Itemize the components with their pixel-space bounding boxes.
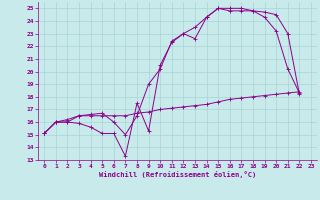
X-axis label: Windchill (Refroidissement éolien,°C): Windchill (Refroidissement éolien,°C) — [99, 171, 256, 178]
